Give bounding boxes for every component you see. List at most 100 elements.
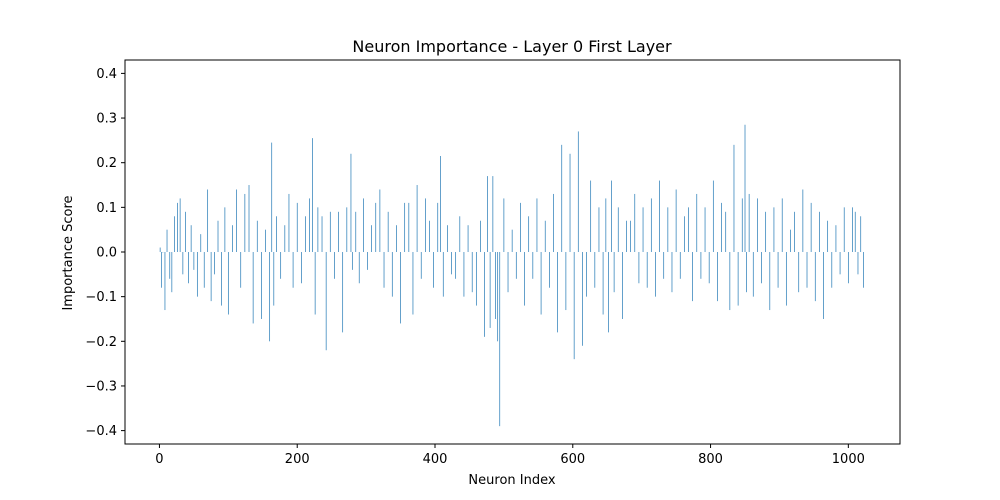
- bar: [437, 202, 439, 252]
- bar: [162, 252, 164, 253]
- bar: [757, 198, 758, 252]
- bar: [159, 247, 161, 252]
- bar: [613, 252, 615, 293]
- bar: [429, 220, 430, 252]
- bar: [329, 211, 331, 252]
- bar: [602, 252, 604, 315]
- bar: [166, 229, 168, 252]
- bar: [810, 202, 812, 252]
- bar: [314, 252, 316, 315]
- bar: [463, 252, 465, 297]
- bar: [190, 225, 192, 252]
- bar: [819, 211, 820, 252]
- bar: [236, 189, 237, 252]
- bar: [224, 207, 226, 252]
- y-tick-label: −0.4: [85, 424, 117, 439]
- bar: [839, 252, 841, 275]
- bar: [325, 252, 327, 351]
- y-tick-label: 0.3: [96, 112, 117, 127]
- bar: [611, 180, 612, 252]
- bar: [177, 202, 178, 252]
- bar: [507, 252, 509, 293]
- bar: [790, 229, 791, 252]
- x-axis-label: Neuron Index: [468, 473, 555, 488]
- bar: [487, 176, 488, 252]
- bar: [675, 189, 677, 252]
- bar: [532, 252, 534, 279]
- bar: [489, 252, 491, 328]
- bar: [232, 225, 233, 252]
- bar: [827, 220, 829, 252]
- bar: [847, 252, 849, 284]
- bar: [843, 207, 845, 252]
- bar: [638, 252, 640, 284]
- bar: [375, 202, 377, 252]
- x-tick-label: 400: [423, 452, 448, 467]
- bar: [420, 252, 422, 279]
- bar: [744, 124, 746, 252]
- bar: [171, 252, 173, 293]
- bar: [459, 216, 461, 252]
- x-tick-label: 1000: [832, 452, 865, 467]
- bar: [667, 207, 669, 252]
- y-tick-label: 0.2: [96, 156, 117, 171]
- bar: [387, 211, 389, 252]
- bar: [455, 252, 457, 279]
- bar: [256, 220, 258, 252]
- x-tick-label: 200: [285, 452, 310, 467]
- bar: [737, 252, 739, 306]
- bar: [798, 252, 800, 293]
- bar: [577, 131, 579, 252]
- bar: [688, 207, 689, 252]
- y-tick-label: −0.3: [85, 379, 117, 394]
- bar: [769, 252, 771, 311]
- bar: [312, 138, 313, 252]
- bar: [467, 225, 469, 252]
- bar: [342, 252, 344, 333]
- y-tick-label: 0.0: [96, 246, 117, 261]
- bar: [765, 211, 767, 252]
- bar: [544, 220, 546, 252]
- bar: [196, 252, 198, 297]
- bar: [617, 207, 619, 252]
- bar: [717, 252, 718, 302]
- bar: [814, 252, 816, 302]
- bar: [492, 176, 494, 252]
- y-tick-label: −0.1: [85, 290, 117, 305]
- bar: [511, 229, 513, 252]
- bar: [696, 193, 698, 252]
- bar: [412, 252, 414, 315]
- bar: [642, 207, 644, 252]
- y-tick-label: −0.2: [85, 335, 117, 350]
- bar: [854, 211, 856, 252]
- x-tick-label: 800: [698, 452, 723, 467]
- bar: [684, 216, 685, 252]
- bar: [451, 252, 452, 275]
- plot-frame: [124, 59, 901, 445]
- bar: [655, 252, 656, 297]
- bar: [626, 220, 627, 252]
- bar: [185, 211, 186, 252]
- bar: [471, 252, 473, 293]
- bar: [646, 252, 648, 288]
- bar: [520, 202, 521, 252]
- bar: [679, 252, 681, 279]
- bar: [503, 198, 505, 252]
- bar: [296, 202, 298, 252]
- bar: [396, 225, 397, 252]
- bar: [752, 252, 754, 297]
- bar: [741, 198, 743, 252]
- bar: [630, 220, 631, 252]
- chart-title: Neuron Importance - Layer 0 First Layer: [352, 37, 672, 56]
- bar: [586, 252, 587, 297]
- bar: [773, 207, 775, 252]
- bar: [425, 198, 426, 252]
- bar: [598, 207, 600, 252]
- bar: [383, 252, 385, 288]
- bar: [203, 252, 205, 288]
- bar: [358, 252, 360, 284]
- bar: [540, 252, 542, 315]
- bar: [557, 252, 558, 333]
- bar: [569, 153, 571, 252]
